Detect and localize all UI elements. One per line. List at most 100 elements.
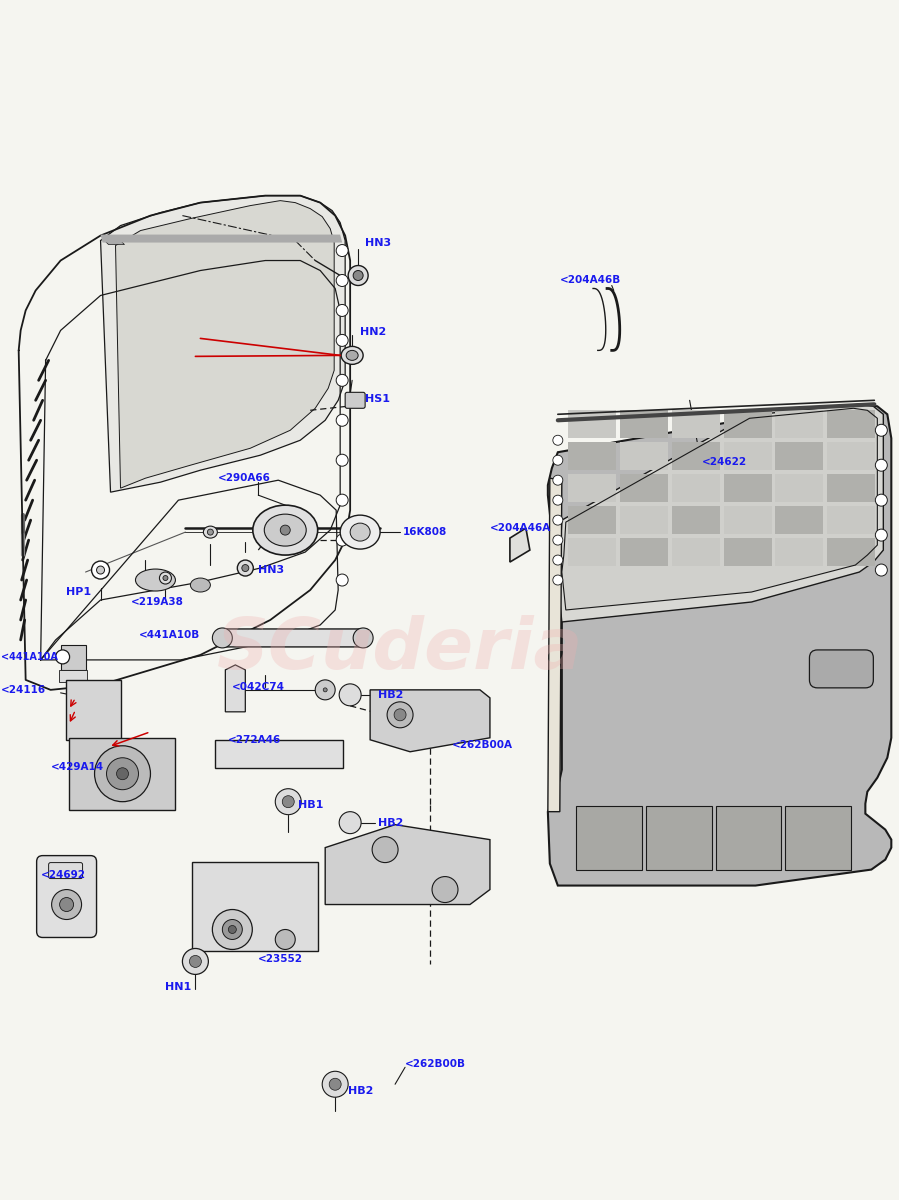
Circle shape — [336, 455, 348, 467]
Text: <23552: <23552 — [258, 954, 303, 965]
Ellipse shape — [341, 347, 363, 365]
FancyBboxPatch shape — [716, 805, 781, 870]
Circle shape — [212, 910, 253, 949]
Ellipse shape — [136, 569, 175, 592]
Circle shape — [275, 788, 301, 815]
FancyBboxPatch shape — [724, 538, 771, 566]
FancyBboxPatch shape — [672, 443, 719, 470]
Text: HB2: HB2 — [378, 817, 404, 828]
Polygon shape — [558, 404, 884, 622]
Text: <272A46: <272A46 — [228, 734, 281, 745]
Polygon shape — [325, 824, 490, 905]
FancyBboxPatch shape — [672, 538, 719, 566]
FancyBboxPatch shape — [672, 410, 719, 438]
Polygon shape — [101, 196, 345, 492]
Circle shape — [336, 245, 348, 257]
Circle shape — [117, 768, 129, 780]
FancyBboxPatch shape — [619, 410, 668, 438]
Circle shape — [329, 1079, 341, 1091]
Circle shape — [387, 702, 413, 728]
Circle shape — [339, 684, 361, 706]
FancyBboxPatch shape — [776, 506, 823, 534]
FancyBboxPatch shape — [827, 410, 876, 438]
Text: <441A10A: <441A10A — [1, 652, 58, 662]
Ellipse shape — [324, 688, 327, 692]
Text: SCuderia: SCuderia — [217, 616, 583, 684]
Circle shape — [372, 836, 398, 863]
Text: <204A46A: <204A46A — [490, 523, 551, 533]
FancyBboxPatch shape — [60, 644, 85, 670]
FancyBboxPatch shape — [827, 443, 876, 470]
Text: HN2: HN2 — [360, 328, 387, 337]
Circle shape — [553, 436, 563, 445]
Ellipse shape — [203, 526, 218, 538]
Ellipse shape — [346, 350, 358, 360]
FancyBboxPatch shape — [217, 629, 369, 647]
Circle shape — [336, 305, 348, 317]
Polygon shape — [66, 680, 120, 739]
Text: <24622: <24622 — [701, 457, 747, 467]
Ellipse shape — [348, 265, 368, 286]
Ellipse shape — [237, 560, 254, 576]
FancyBboxPatch shape — [619, 538, 668, 566]
FancyBboxPatch shape — [619, 474, 668, 502]
Circle shape — [553, 475, 563, 485]
Circle shape — [336, 414, 348, 426]
FancyBboxPatch shape — [37, 856, 96, 937]
Text: HB2: HB2 — [348, 1086, 373, 1097]
Circle shape — [553, 496, 563, 505]
Polygon shape — [370, 690, 490, 751]
Text: HP1: HP1 — [66, 587, 91, 598]
Text: <429A14: <429A14 — [50, 762, 103, 772]
Circle shape — [51, 889, 82, 919]
Circle shape — [336, 534, 348, 546]
Circle shape — [316, 680, 335, 700]
FancyBboxPatch shape — [345, 392, 365, 408]
Circle shape — [876, 460, 887, 472]
Ellipse shape — [280, 526, 290, 535]
Text: <219A38: <219A38 — [130, 596, 183, 607]
Circle shape — [56, 650, 69, 664]
FancyBboxPatch shape — [776, 443, 823, 470]
Text: <262B00A: <262B00A — [452, 739, 513, 750]
FancyBboxPatch shape — [827, 506, 876, 534]
Circle shape — [94, 745, 150, 802]
Circle shape — [876, 529, 887, 541]
FancyBboxPatch shape — [724, 506, 771, 534]
Circle shape — [336, 574, 348, 586]
FancyBboxPatch shape — [827, 538, 876, 566]
Circle shape — [876, 564, 887, 576]
Text: HN3: HN3 — [258, 565, 284, 575]
Circle shape — [339, 811, 361, 834]
Ellipse shape — [96, 566, 104, 574]
Text: <24692: <24692 — [40, 870, 85, 880]
Polygon shape — [226, 665, 245, 712]
FancyBboxPatch shape — [216, 739, 343, 768]
FancyBboxPatch shape — [672, 506, 719, 534]
Circle shape — [106, 757, 138, 790]
Polygon shape — [101, 234, 343, 242]
Text: HN1: HN1 — [165, 983, 191, 992]
Circle shape — [876, 494, 887, 506]
Ellipse shape — [208, 529, 213, 535]
FancyBboxPatch shape — [776, 410, 823, 438]
Ellipse shape — [163, 576, 168, 581]
FancyBboxPatch shape — [645, 805, 712, 870]
FancyBboxPatch shape — [619, 443, 668, 470]
Circle shape — [336, 374, 348, 386]
Polygon shape — [547, 478, 562, 811]
Text: <24116: <24116 — [1, 685, 46, 695]
FancyBboxPatch shape — [575, 805, 642, 870]
FancyBboxPatch shape — [672, 474, 719, 502]
Circle shape — [553, 575, 563, 586]
Text: HB1: HB1 — [298, 799, 324, 810]
Ellipse shape — [159, 572, 172, 584]
FancyBboxPatch shape — [809, 650, 873, 688]
Text: <042C74: <042C74 — [232, 682, 285, 692]
Text: <441A10B: <441A10B — [138, 630, 200, 640]
FancyBboxPatch shape — [49, 863, 83, 878]
Circle shape — [553, 556, 563, 565]
Ellipse shape — [242, 564, 249, 571]
Ellipse shape — [191, 578, 210, 592]
Ellipse shape — [264, 514, 307, 546]
